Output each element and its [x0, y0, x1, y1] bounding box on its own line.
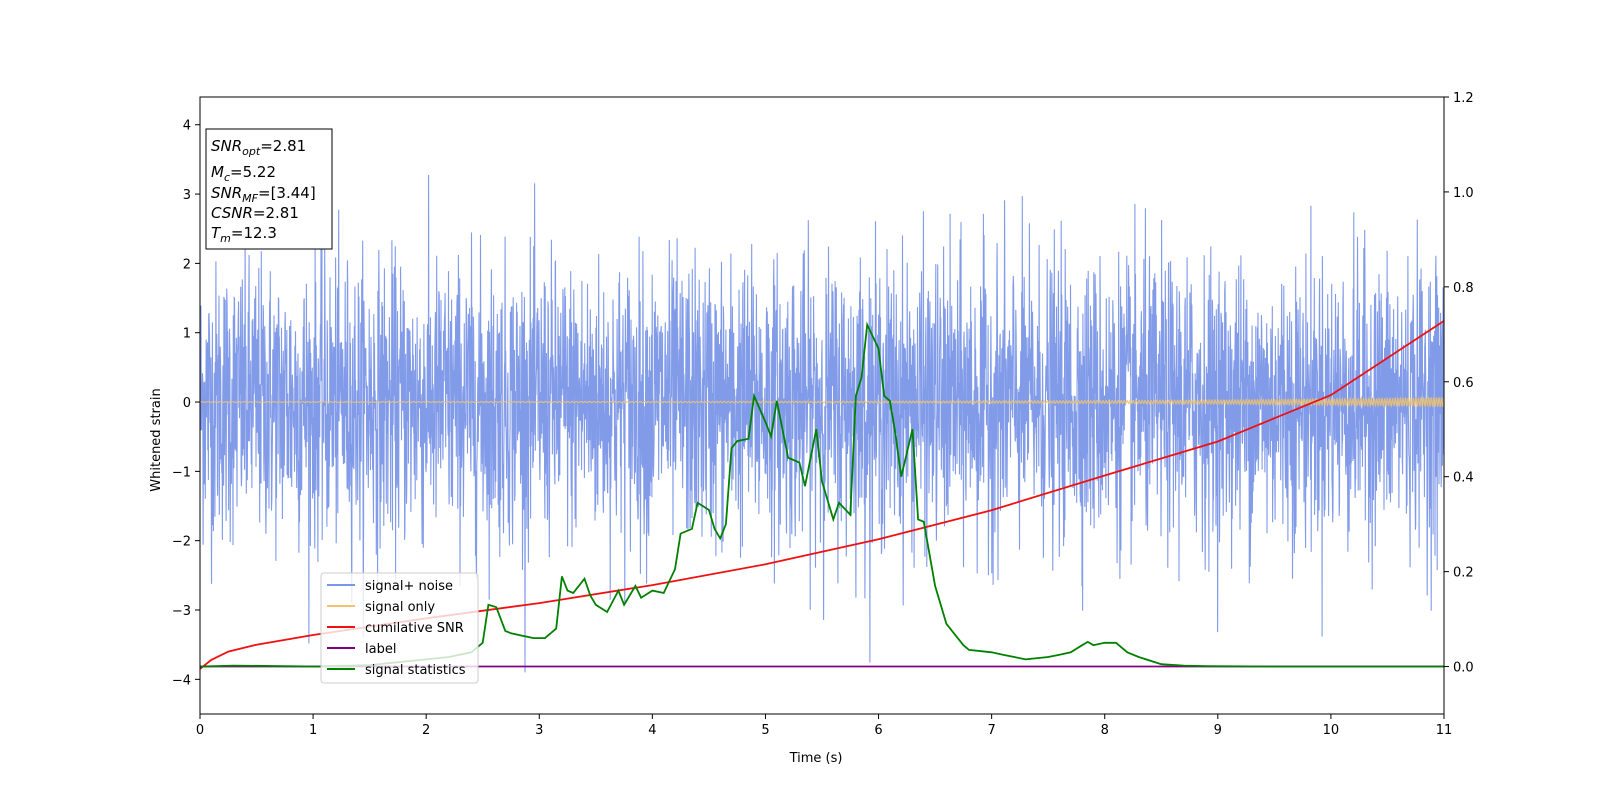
- series-cumulative-snr: [200, 320, 1444, 670]
- legend-label-cumulative-snr: cumilative SNR: [365, 621, 464, 636]
- y2-tick-label: 0.4: [1453, 471, 1474, 486]
- annotation-sub: c: [224, 171, 230, 184]
- annotation-line-mc: Mc=5.22: [211, 163, 276, 184]
- x-tick-label: 8: [1101, 723, 1109, 738]
- annotation-value: =12.3: [231, 224, 277, 242]
- x-tick-label: 1: [309, 723, 317, 738]
- axes-layer: 0 1 2 3 4 5 6 7 8 9 10 11 −4 −3 −2 −1 0 1 2 3 4 0.0 0.2 0.4 0.6 0…: [172, 91, 1474, 738]
- legend-label-label: label: [365, 642, 396, 657]
- y-tick-label: 2: [183, 257, 191, 272]
- x-tick-label: 9: [1214, 723, 1222, 738]
- annotation-sub: m: [220, 232, 231, 245]
- y2-tick-label: 0.6: [1453, 376, 1474, 391]
- series-signal-statistics: [200, 321, 1444, 668]
- x-axis-label: Time (s): [789, 751, 843, 766]
- annotation-main: T: [211, 224, 222, 242]
- series-signal-only: [200, 395, 1444, 409]
- x-tick-label: 10: [1323, 723, 1340, 738]
- y2-tick-label: 0.8: [1453, 281, 1474, 296]
- annotation-line-csnr: CSNR=2.81: [211, 204, 299, 222]
- y-tick-label: 1: [183, 327, 191, 342]
- annotation-sub: MF: [242, 192, 258, 205]
- x-tick-label: 11: [1436, 723, 1453, 738]
- annotation-value: =2.81: [253, 204, 299, 222]
- annotation-main: SNR: [211, 184, 242, 202]
- annotation-value: =2.81: [260, 137, 306, 155]
- series-signal-noise: [200, 174, 1444, 673]
- x-tick-label: 7: [987, 723, 995, 738]
- legend-label-signal-statistics: signal statistics: [365, 663, 466, 678]
- y-tick-label: 3: [183, 188, 191, 203]
- annotation-line-tm: Tm=12.3: [211, 224, 277, 245]
- y-tick-label: 0: [183, 396, 191, 411]
- legend-label-signal-only: signal only: [365, 600, 435, 615]
- annotation-line-snr-opt: SNRopt=2.81: [211, 137, 306, 158]
- y-tick-label: −3: [172, 604, 191, 619]
- annotation-line-snr-mf: SNRMF=[3.44]: [211, 184, 316, 205]
- x-tick-label: 5: [761, 723, 769, 738]
- plot-frame: [199, 96, 1445, 715]
- x-tick-label: 4: [648, 723, 656, 738]
- annotation-value: =[3.44]: [258, 184, 316, 202]
- legend-frame: [320, 572, 479, 684]
- legend: signal+ noise signal only cumilative SNR…: [320, 572, 479, 684]
- annotation-box: SNRopt=2.81 Mc=5.22 SNRMF=[3.44] CSNR=2.…: [205, 128, 333, 250]
- y-axis-label: Whitened strain: [149, 388, 164, 491]
- annotation-sub: opt: [242, 145, 261, 158]
- y-tick-label: −4: [172, 673, 191, 688]
- annotation-value: =5.22: [230, 163, 276, 181]
- x-tick-label: 3: [535, 723, 543, 738]
- y-tick-label: 4: [183, 119, 191, 134]
- y2-tick-label: 0.0: [1453, 661, 1474, 676]
- y2-tick-label: 1.2: [1453, 91, 1474, 106]
- x-tick-label: 0: [196, 723, 204, 738]
- y-tick-label: −2: [172, 535, 191, 550]
- annotation-main: CSNR: [211, 204, 253, 222]
- x-tick-label: 2: [422, 723, 430, 738]
- y-tick-label: −1: [172, 465, 191, 480]
- annotation-main: SNR: [211, 137, 242, 155]
- legend-label-signal-noise: signal+ noise: [365, 579, 453, 594]
- y2-tick-label: 0.2: [1453, 566, 1474, 581]
- x-tick-label: 6: [874, 723, 882, 738]
- annotation-main: M: [211, 163, 224, 181]
- y2-tick-label: 1.0: [1453, 186, 1474, 201]
